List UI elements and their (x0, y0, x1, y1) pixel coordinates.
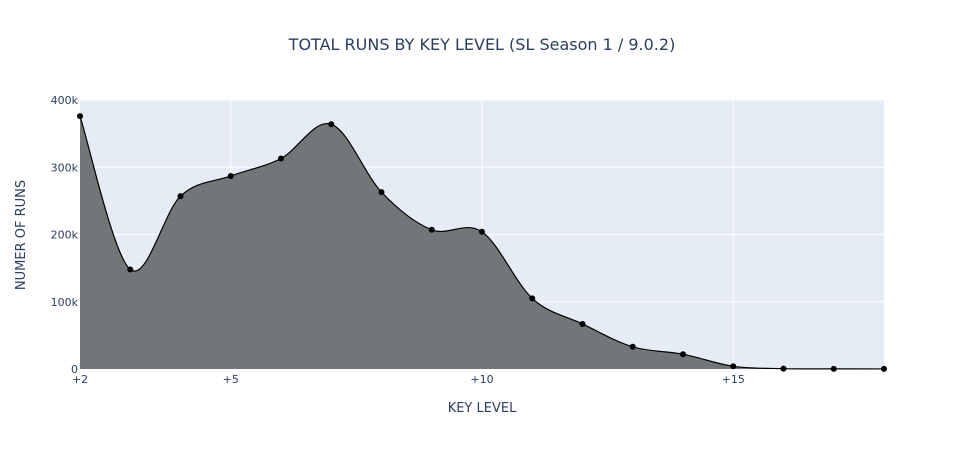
data-point (479, 228, 485, 235)
x-tick-label: +15 (722, 373, 745, 386)
data-point (328, 121, 335, 128)
x-tick-label: +5 (223, 373, 239, 386)
series-area-fill (80, 116, 884, 369)
x-axis-title: KEY LEVEL (448, 401, 517, 416)
data-point (881, 365, 887, 372)
data-point (529, 295, 536, 302)
y-axis-title: NUMER OF RUNS (14, 180, 29, 290)
y-tick-label: 300k (51, 161, 79, 174)
x-tick-label: +10 (470, 373, 493, 386)
x-axis-ticks: +2 +5 +10 +15 (72, 373, 745, 386)
data-point (77, 113, 83, 120)
data-point (177, 193, 184, 200)
data-point (127, 266, 134, 273)
data-point (579, 320, 586, 327)
data-point (680, 351, 686, 358)
chart-title: TOTAL RUNS BY KEY LEVEL (SL Season 1 / 9… (288, 35, 676, 54)
data-point (278, 155, 284, 162)
data-point (378, 189, 385, 196)
x-tick-label: +2 (72, 373, 88, 386)
data-point (780, 365, 787, 372)
data-point (730, 363, 737, 370)
y-tick-label: 0 (71, 363, 78, 376)
y-axis-ticks: 0 100k 200k 300k 400k (51, 94, 79, 376)
y-tick-label: 400k (51, 94, 79, 107)
data-point (428, 226, 435, 233)
data-point (830, 365, 837, 372)
series-markers (77, 113, 887, 372)
y-tick-label: 200k (51, 229, 79, 242)
y-tick-label: 100k (51, 296, 79, 309)
data-point (227, 172, 234, 179)
data-point (629, 343, 636, 350)
